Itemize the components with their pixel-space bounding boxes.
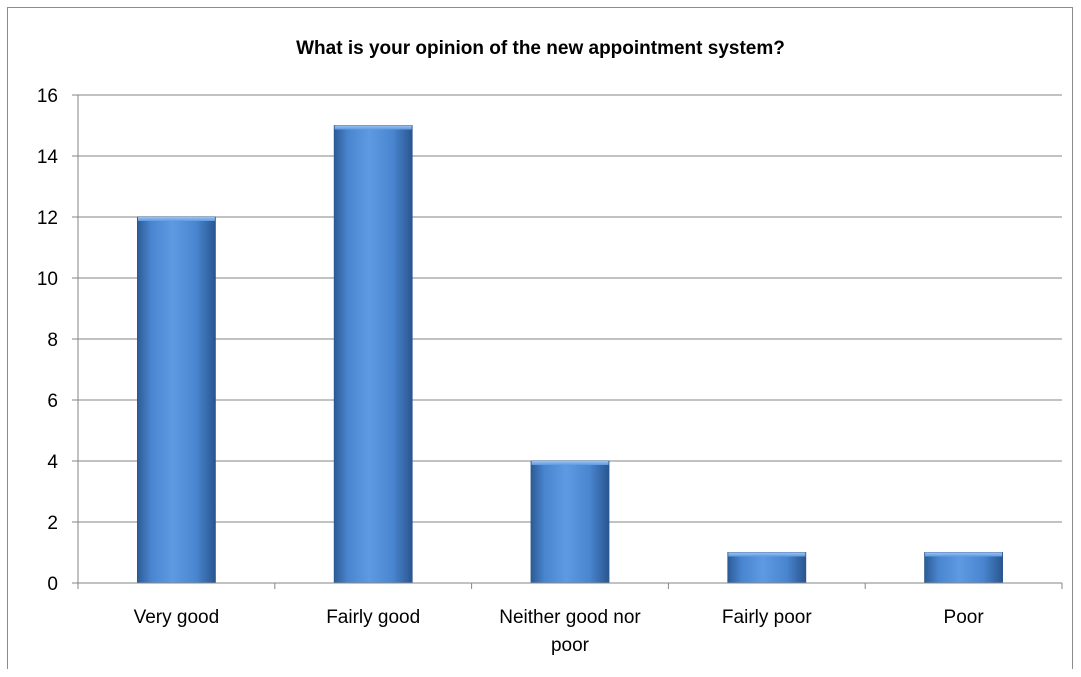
bar-body [333,125,413,584]
y-tick-label: 2 [47,513,58,534]
x-tick-label: poor [551,635,590,656]
axis-layer [72,94,1063,589]
x-tick-label: Neither good nor [499,607,641,628]
grid-layer [78,94,1062,523]
bar-top-highlight [925,552,1003,557]
label-layer: 0 2 4 6 8 10 12 14 16 Very good Fairly good Neither… [37,86,984,656]
y-tick-label: 4 [47,452,58,473]
bar [924,552,1003,584]
bar-body [136,216,216,584]
x-tick-label: Fairly good [326,607,420,628]
bar [727,552,807,584]
x-tick-label: Poor [944,607,985,628]
y-tick-label: 14 [37,147,59,168]
y-tick-label: 6 [47,391,58,412]
bar-top-highlight [137,217,215,221]
bar [530,460,610,584]
y-tick-label: 16 [37,86,58,107]
bar [136,216,216,584]
y-tick-label: 0 [47,574,58,595]
y-tick-label: 8 [47,330,58,351]
bar-top-highlight [531,461,609,465]
bar-body [727,552,807,584]
bar-top-highlight [728,552,806,557]
x-tick-label: Fairly poor [722,607,812,628]
y-tick-label: 12 [37,208,58,229]
chart-title: What is your opinion of the new appointm… [296,38,785,59]
bar-body [530,460,610,584]
bar-top-highlight [334,125,412,130]
x-tick-label: Very good [134,607,220,628]
bar [333,125,413,584]
bar-body [924,552,1003,584]
bar-layer [136,125,1003,584]
y-tick-label: 10 [37,269,58,290]
